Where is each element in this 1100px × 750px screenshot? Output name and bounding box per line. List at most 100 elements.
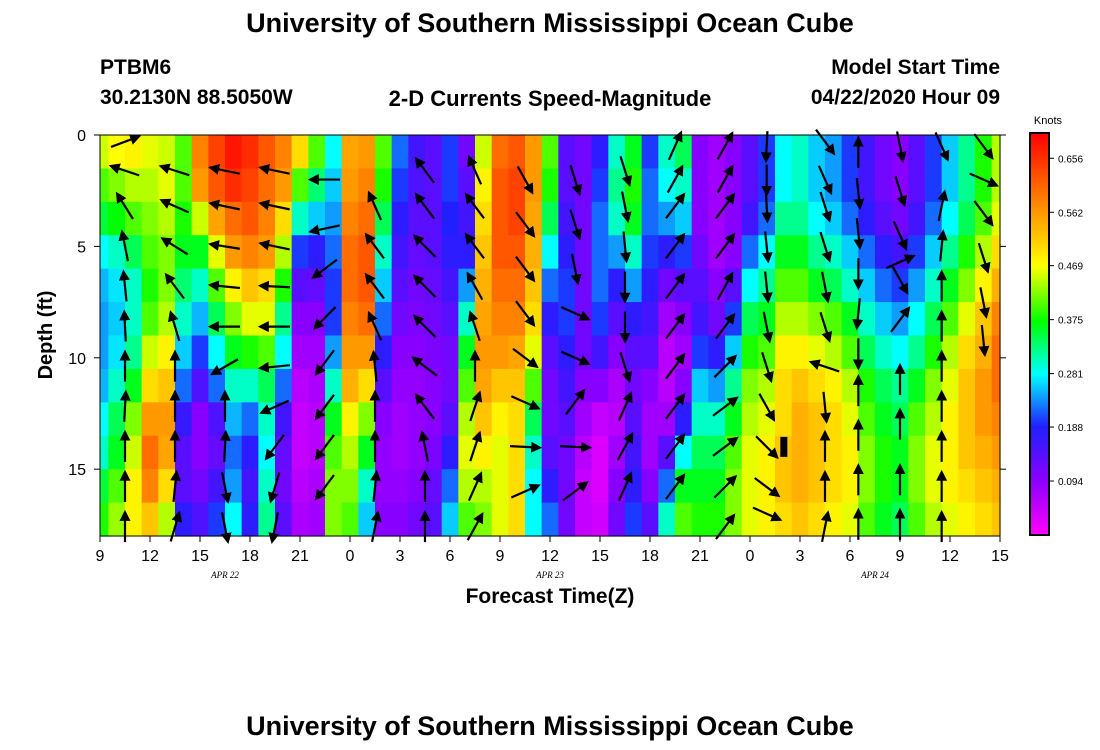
heat-cell bbox=[558, 168, 576, 203]
current-vector bbox=[515, 256, 536, 283]
current-vector bbox=[853, 217, 865, 251]
heat-cell bbox=[991, 335, 1001, 370]
heat-cell bbox=[925, 435, 943, 470]
heat-cell bbox=[291, 168, 309, 203]
heat-cell bbox=[558, 335, 576, 370]
heat-cell bbox=[958, 335, 976, 370]
heat-cell bbox=[641, 135, 659, 170]
heat-cell bbox=[508, 168, 526, 203]
heat-cell bbox=[258, 235, 276, 270]
date-labels: APR 22 APR 23 APR 24 bbox=[210, 570, 889, 580]
heat-cell bbox=[691, 502, 709, 537]
heat-cell bbox=[325, 402, 343, 437]
heat-cell bbox=[291, 469, 309, 504]
heat-cell bbox=[191, 201, 209, 236]
current-vector bbox=[367, 310, 383, 341]
heat-cell bbox=[958, 235, 976, 270]
heat-cell bbox=[591, 302, 609, 337]
current-vector bbox=[815, 129, 836, 156]
current-vector bbox=[467, 154, 483, 185]
heat-cell bbox=[791, 235, 809, 270]
heat-cell bbox=[608, 335, 626, 370]
heat-cell bbox=[908, 335, 926, 370]
colorbar-tick-label: 0.562 bbox=[1058, 208, 1083, 219]
heat-cell bbox=[741, 368, 759, 403]
heat-cell bbox=[725, 135, 743, 170]
heat-cell bbox=[825, 302, 843, 337]
current-vector bbox=[569, 164, 583, 196]
heat-cell bbox=[608, 435, 626, 470]
heat-cell bbox=[875, 435, 893, 470]
heat-cell bbox=[975, 368, 993, 403]
x-tick-label: 18 bbox=[641, 548, 659, 565]
heat-cell bbox=[875, 135, 893, 170]
current-vector bbox=[761, 271, 773, 304]
data-marker bbox=[780, 436, 788, 457]
current-vector bbox=[712, 436, 739, 457]
heat-cell bbox=[708, 368, 726, 403]
current-vector bbox=[510, 483, 541, 499]
heat-cell bbox=[591, 201, 609, 236]
heat-cell bbox=[441, 235, 459, 270]
heat-cell bbox=[658, 402, 676, 437]
heat-cell bbox=[241, 168, 259, 203]
heat-cell bbox=[908, 268, 926, 303]
current-vector bbox=[973, 133, 994, 160]
heat-cell bbox=[391, 302, 409, 337]
x-tick-label: 21 bbox=[691, 548, 709, 565]
heat-cell bbox=[708, 268, 726, 303]
heat-cell bbox=[908, 135, 926, 170]
current-vector bbox=[620, 191, 632, 224]
x-axis: 9 12 15 18 21 0 3 6 9 12 15 18 21 0 3 6 9 12 15 bbox=[96, 536, 1009, 565]
heat-cell bbox=[975, 235, 993, 270]
heat-cell bbox=[158, 502, 176, 537]
heat-cell bbox=[508, 135, 526, 170]
current-vector bbox=[418, 430, 430, 462]
heat-cell bbox=[941, 402, 959, 437]
heat-cell bbox=[108, 168, 126, 203]
current-vector bbox=[115, 191, 134, 220]
heat-cell bbox=[100, 302, 109, 337]
heat-cell bbox=[808, 201, 826, 236]
heat-cell bbox=[425, 502, 443, 537]
heat-cell bbox=[958, 368, 976, 403]
heat-cell bbox=[100, 168, 109, 203]
current-vector bbox=[713, 354, 738, 379]
current-vector bbox=[892, 221, 908, 251]
heat-cell bbox=[425, 135, 443, 170]
heat-cell bbox=[325, 435, 343, 470]
heat-cell bbox=[641, 469, 659, 504]
heat-cell bbox=[558, 235, 576, 270]
heat-cell bbox=[858, 469, 876, 504]
x-tick-label: 15 bbox=[991, 548, 1009, 565]
heat-cell bbox=[658, 335, 676, 370]
heat-cell bbox=[941, 268, 959, 303]
heat-cell bbox=[625, 201, 643, 236]
current-vector bbox=[754, 477, 781, 498]
x-tick-label: 6 bbox=[446, 548, 455, 565]
heat-cell bbox=[558, 268, 576, 303]
currents-chart: 0 5 10 15 9 12 15 18 21 0 3 6 9 12 15 18 21 0 3 6 9 12 15 Dep… bbox=[35, 115, 1083, 608]
current-vector bbox=[368, 349, 380, 382]
current-vector bbox=[894, 176, 908, 208]
current-vector bbox=[716, 131, 734, 160]
heat-cell bbox=[375, 469, 393, 504]
colorbar-tick-label: 0.094 bbox=[1058, 477, 1083, 488]
heat-cell bbox=[491, 135, 509, 170]
heat-cell bbox=[191, 302, 209, 337]
heat-cell bbox=[941, 235, 959, 270]
heat-cell bbox=[575, 268, 593, 303]
current-vector bbox=[616, 431, 634, 461]
heat-cell bbox=[741, 201, 759, 236]
heat-cell bbox=[100, 402, 109, 437]
heat-cell bbox=[858, 201, 876, 236]
heat-cell bbox=[925, 368, 943, 403]
heat-cell bbox=[925, 201, 943, 236]
heat-cell bbox=[491, 235, 509, 270]
x-tick-label: 12 bbox=[941, 548, 959, 565]
chart-subtitle: 2-D Currents Speed-Magnitude bbox=[388, 86, 712, 111]
heat-cell bbox=[858, 268, 876, 303]
heat-cell bbox=[941, 201, 959, 236]
heat-cell bbox=[541, 368, 559, 403]
heat-cell bbox=[291, 201, 309, 236]
